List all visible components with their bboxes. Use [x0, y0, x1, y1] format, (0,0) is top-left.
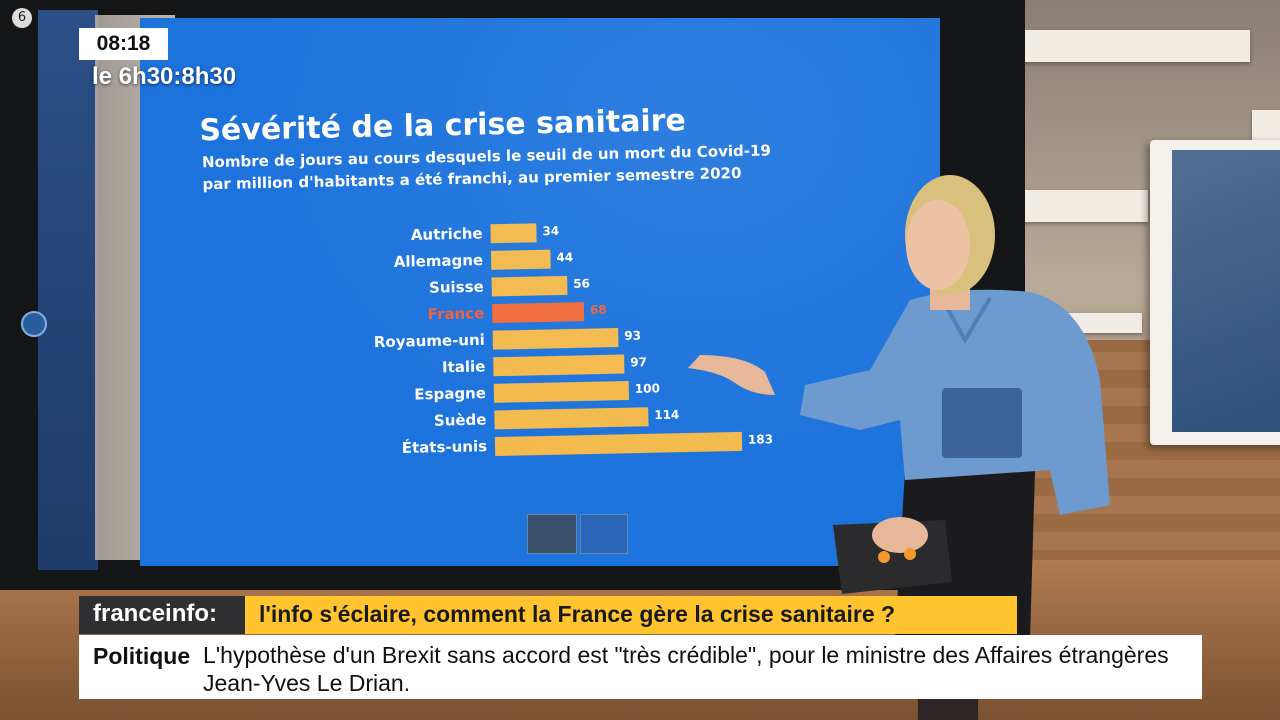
- data-label: 100: [635, 381, 660, 396]
- category-label: France: [428, 304, 485, 323]
- headline-text: l'info s'éclaire, comment la France gère…: [245, 596, 1017, 634]
- ticker-text: L'hypothèse d'un Brexit sans accord est …: [203, 642, 1169, 696]
- touchscreen-side-panel: [38, 10, 98, 570]
- category-label: Autriche: [411, 224, 483, 243]
- bar: [492, 328, 619, 350]
- category-label: Suède: [434, 411, 487, 430]
- bar: [494, 407, 649, 430]
- category-label: Allemagne: [394, 251, 484, 271]
- bar: [492, 302, 585, 324]
- ticker-category: Politique: [93, 643, 191, 669]
- data-label: 93: [624, 329, 641, 343]
- chart-group: Sévérité de la crise sanitaire Nombre de…: [199, 103, 773, 457]
- data-label: 68: [590, 303, 607, 317]
- category-label: Italie: [442, 357, 486, 376]
- thumbnail-image[interactable]: [527, 514, 577, 554]
- channel-logo-icon: 6: [12, 8, 32, 28]
- chart-title: Sévérité de la crise sanitaire: [199, 103, 686, 148]
- data-label: 56: [573, 276, 590, 290]
- program-schedule: le 6h30:8h30: [92, 63, 237, 90]
- clock: 08:18: [79, 28, 168, 60]
- category-label: États-unis: [402, 436, 488, 457]
- data-label: 34: [542, 224, 559, 238]
- background-frame-picture: [1172, 150, 1280, 432]
- channel-brand: franceinfo:: [79, 596, 245, 634]
- bar: [490, 249, 551, 270]
- bar: [493, 381, 630, 403]
- news-ticker: Politique L'hypothèse d'un Brexit sans a…: [79, 635, 1202, 699]
- thumbnail-image[interactable]: [580, 514, 628, 554]
- category-label: Espagne: [414, 384, 486, 403]
- category-label: Royaume-uni: [374, 331, 485, 351]
- data-label: 114: [654, 408, 679, 423]
- bars-group: Autriche 34 Allemagne 44 Suisse 56 France 68 Roy…: [374, 223, 773, 457]
- data-label: 44: [556, 250, 573, 264]
- data-label: 183: [748, 432, 773, 447]
- headline-bar: franceinfo: l'info s'éclaire, comment la…: [79, 596, 1017, 634]
- menu-icon[interactable]: [21, 311, 47, 337]
- studio-shelf: [1020, 190, 1148, 222]
- category-label: Suisse: [429, 278, 484, 297]
- bar: [491, 275, 568, 297]
- bar: [494, 431, 743, 457]
- bar: [493, 354, 625, 377]
- bar: [490, 223, 537, 244]
- data-label: 97: [630, 355, 647, 369]
- studio-shelf: [1252, 110, 1280, 140]
